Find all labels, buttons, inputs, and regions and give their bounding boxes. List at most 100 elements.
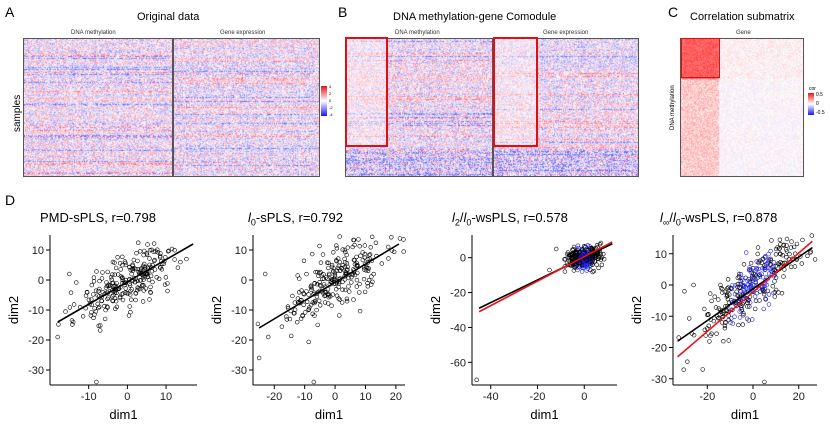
plot-1-point (169, 246, 175, 252)
plot-1-point (95, 301, 100, 306)
plot-1-point (97, 278, 102, 284)
plot-2-point (356, 237, 361, 242)
plot-4-point (737, 296, 742, 301)
plot-1-point (155, 250, 161, 255)
plot-2-point (328, 279, 333, 284)
plot-1-point (117, 295, 123, 301)
plot-4-point (725, 293, 730, 298)
plot-4-point (767, 262, 773, 267)
plot-4-point (759, 286, 765, 292)
plot-1-point (158, 251, 163, 256)
plot-1-point (133, 266, 138, 272)
plot-3-point (592, 259, 598, 264)
plot-2-point (349, 275, 354, 280)
plot-3-point (590, 269, 595, 275)
plot-2-point (321, 276, 327, 281)
plot-4-point (767, 271, 772, 276)
plot-4-point (755, 245, 761, 250)
plot-4-point (714, 331, 719, 336)
plot-2-point (397, 236, 403, 241)
plot-3-title-sub2: 0 (466, 217, 472, 228)
plot-1-point (145, 274, 150, 280)
plot-1-point (144, 252, 150, 258)
plot-1-point (120, 277, 125, 282)
plot-1-point (110, 294, 115, 299)
plot-4-xlabel: dim1 (731, 407, 759, 422)
heatmap-b-methylation (345, 38, 493, 177)
plot-1-point (139, 265, 145, 271)
plot-2-point (365, 257, 370, 262)
plot-4-point (776, 261, 782, 267)
plot-1-point (120, 254, 125, 259)
plot-4-ytick-label-0: 10 (655, 249, 667, 261)
plot-4-point (768, 248, 773, 254)
plot-2-point (362, 251, 368, 257)
plot-4-point (784, 243, 789, 248)
plot-1-point (141, 283, 146, 288)
comodule-box-methylation (345, 37, 388, 147)
plot-1-point (70, 322, 75, 327)
plot-1-point (150, 279, 155, 285)
plot-4-point (773, 275, 779, 280)
plot-4-point (775, 245, 780, 250)
plot-3-point (577, 250, 582, 255)
plot-1-point (106, 295, 111, 300)
plot-2-ytick-label-0: 10 (235, 245, 247, 257)
plot-1-point (127, 304, 132, 309)
plot-4-title-rest: -wsPLS, r=0.878 (680, 210, 778, 225)
plot-1-point (142, 264, 148, 270)
plot-2-point (317, 283, 323, 288)
plot-4-xtick-label-2: 20 (793, 391, 805, 403)
plot-2-point (314, 294, 320, 299)
plot-1-point (166, 248, 172, 254)
plot-2-point (334, 258, 339, 263)
plot-4-outlier-3 (691, 282, 696, 288)
plot-1-point (112, 260, 117, 265)
plot-4-point (716, 297, 721, 302)
plot-4-point (745, 304, 750, 309)
plot-4-point (741, 287, 747, 293)
panel-a-title: Original data (137, 11, 200, 23)
plot-1-point (148, 290, 153, 295)
plot-3-point (591, 268, 596, 274)
plot-2-point (354, 277, 360, 283)
plot-1-xtick-label-1: 0 (124, 391, 130, 403)
plot-2-point (351, 297, 356, 302)
plot-2-point (331, 269, 336, 274)
plot-3-point (563, 257, 568, 262)
plot-2-point (301, 258, 307, 263)
plot-1-point (157, 276, 162, 281)
plot-2-point (289, 333, 294, 339)
plot-4-point (707, 339, 712, 344)
plot-2-point (362, 289, 368, 295)
plot-4-point (735, 284, 740, 289)
plot-2-point (386, 256, 391, 261)
plot-4-point (709, 331, 714, 336)
plot-3-xlabel: dim1 (530, 407, 558, 422)
plot-2-point (310, 251, 315, 257)
plot-3-title-slash: / (459, 210, 464, 225)
plot-2-point (392, 249, 397, 255)
plot-2-point (298, 316, 304, 321)
plot-1-point (137, 286, 143, 292)
plot-2-point (334, 279, 340, 284)
plot-4-point (728, 320, 733, 325)
plot-3-point (594, 243, 600, 248)
plot-2-point (326, 293, 331, 298)
plot-2-point (295, 320, 300, 325)
plot-2-point (358, 253, 363, 258)
plot-3-point (576, 260, 581, 266)
plot-4-point (725, 277, 731, 282)
plot-3-xtick-label-1: -20 (530, 391, 546, 403)
plot-1-ytick-label-0: 10 (32, 245, 44, 257)
plot-4-point (721, 339, 726, 344)
plot-2-point (389, 235, 394, 240)
plot-1-point (152, 257, 157, 263)
plot-4-point (768, 258, 773, 263)
plot-1-point (93, 288, 99, 293)
plot-2-point (340, 300, 345, 305)
plot-2-outlier-2 (266, 334, 271, 340)
plot-3-point (571, 244, 577, 250)
plot-4-point (706, 312, 711, 317)
heatmap-b-expression (493, 38, 639, 177)
